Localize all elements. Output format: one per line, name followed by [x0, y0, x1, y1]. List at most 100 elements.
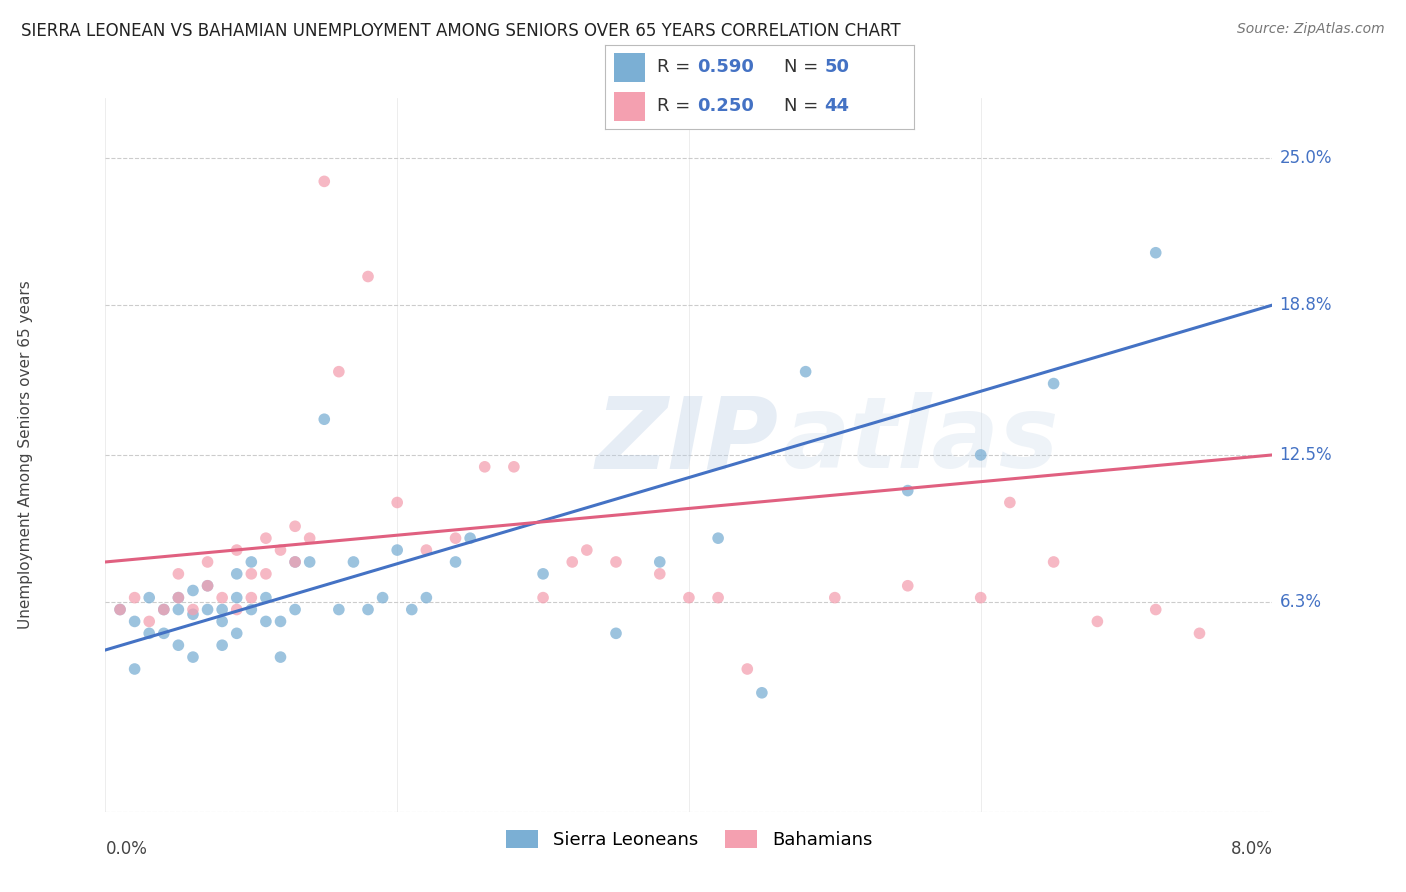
Point [298, 531, 321, 545]
Point [707, 591, 730, 605]
Point [197, 579, 219, 593]
Point [401, 602, 423, 616]
Point [648, 566, 671, 581]
Text: N =: N = [785, 97, 824, 115]
Point [138, 615, 160, 629]
Text: 6.3%: 6.3% [1279, 593, 1322, 611]
Point [648, 555, 671, 569]
Point [970, 591, 993, 605]
Point [181, 602, 204, 616]
Bar [614, 54, 645, 82]
Text: 44: 44 [824, 97, 849, 115]
Point [575, 543, 598, 558]
Point [415, 591, 437, 605]
Bar [614, 92, 645, 120]
Point [211, 638, 233, 652]
Point [458, 531, 481, 545]
Point [1144, 602, 1167, 616]
Point [167, 591, 190, 605]
Point [678, 591, 700, 605]
Point [269, 615, 292, 629]
Point [794, 365, 817, 379]
Text: atlas: atlas [782, 392, 1059, 489]
Text: 18.8%: 18.8% [1279, 296, 1331, 314]
Point [371, 591, 394, 605]
Point [385, 495, 408, 509]
Point [181, 607, 204, 622]
Point [605, 626, 627, 640]
Point [240, 566, 263, 581]
Point [254, 566, 277, 581]
Point [211, 602, 233, 616]
Text: 0.0%: 0.0% [105, 840, 148, 858]
Text: Unemployment Among Seniors over 65 years: Unemployment Among Seniors over 65 years [18, 281, 32, 629]
Point [284, 555, 307, 569]
Point [314, 412, 336, 426]
Point [328, 365, 350, 379]
Point [225, 591, 247, 605]
Point [211, 591, 233, 605]
Point [269, 543, 292, 558]
Point [605, 555, 627, 569]
Point [240, 591, 263, 605]
Point [561, 555, 583, 569]
Point [138, 591, 160, 605]
Point [751, 686, 773, 700]
Point [897, 483, 920, 498]
Point [284, 519, 307, 533]
Point [707, 531, 730, 545]
Point [197, 602, 219, 616]
Point [531, 566, 554, 581]
Point [737, 662, 759, 676]
Point [998, 495, 1021, 509]
Point [225, 543, 247, 558]
Point [167, 566, 190, 581]
Point [474, 459, 496, 474]
Text: 50: 50 [824, 59, 849, 77]
Point [225, 566, 247, 581]
Point [197, 579, 219, 593]
Point [181, 650, 204, 665]
Point [328, 602, 350, 616]
Point [254, 615, 277, 629]
Point [211, 615, 233, 629]
Text: 0.590: 0.590 [697, 59, 754, 77]
Point [284, 555, 307, 569]
Point [970, 448, 993, 462]
Point [444, 531, 467, 545]
Point [284, 602, 307, 616]
Point [153, 602, 174, 616]
Text: N =: N = [785, 59, 824, 77]
Point [314, 174, 336, 188]
Text: 0.250: 0.250 [697, 97, 754, 115]
Point [254, 591, 277, 605]
Point [385, 543, 408, 558]
Point [240, 555, 263, 569]
Point [138, 626, 160, 640]
Point [124, 591, 146, 605]
Point [167, 602, 190, 616]
Point [167, 638, 190, 652]
Text: R =: R = [657, 97, 696, 115]
Text: 25.0%: 25.0% [1279, 149, 1331, 167]
Point [444, 555, 467, 569]
Point [108, 602, 131, 616]
Point [531, 591, 554, 605]
Point [181, 583, 204, 598]
Point [1042, 376, 1064, 391]
Point [357, 269, 380, 284]
Point [897, 579, 920, 593]
Text: 8.0%: 8.0% [1230, 840, 1272, 858]
Point [153, 602, 174, 616]
Point [415, 543, 437, 558]
Point [298, 555, 321, 569]
Legend: Sierra Leoneans, Bahamians: Sierra Leoneans, Bahamians [498, 822, 880, 856]
Point [167, 591, 190, 605]
Point [357, 602, 380, 616]
Text: 12.5%: 12.5% [1279, 446, 1331, 464]
Point [254, 531, 277, 545]
Point [197, 555, 219, 569]
Point [1188, 626, 1211, 640]
Point [225, 602, 247, 616]
Point [1087, 615, 1109, 629]
